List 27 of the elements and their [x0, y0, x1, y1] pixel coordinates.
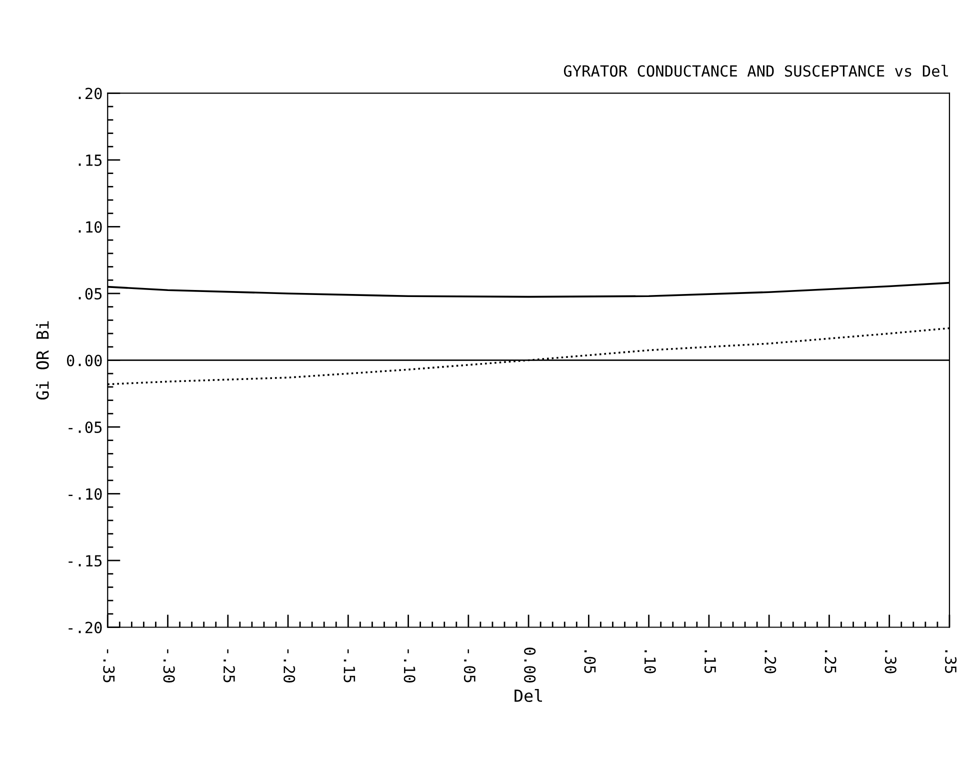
- chart-title: GYRATOR CONDUCTANCE AND SUSCEPTANCE vs Del: [564, 64, 948, 77]
- x-tick-label: .30: [884, 650, 896, 674]
- x-tick-label: .05: [584, 650, 596, 674]
- x-tick-label: 0.00: [524, 648, 536, 682]
- y-axis-title: Gi OR Bi: [36, 321, 49, 400]
- y-tick-label: .05: [78, 288, 102, 300]
- y-tick-label: .20: [78, 88, 102, 100]
- y-tick-label: -.15: [68, 555, 102, 567]
- x-tick-label: -.20: [284, 649, 296, 682]
- x-tick-label: -.05: [464, 649, 476, 682]
- x-tick-label: .35: [944, 650, 957, 674]
- y-tick-label: -.05: [68, 421, 102, 434]
- x-tick-label: .10: [644, 650, 656, 674]
- x-tick-label: .25: [824, 650, 836, 674]
- y-tick-label: 0.00: [66, 354, 102, 366]
- x-tick-label: -.35: [103, 649, 115, 682]
- y-tick-label: -.20: [68, 622, 102, 634]
- x-tick-label: .15: [704, 650, 716, 674]
- x-tick-label: -.30: [163, 649, 175, 682]
- x-tick-label: -.10: [404, 649, 416, 682]
- x-axis-title: Del: [514, 689, 542, 702]
- y-tick-label: -.10: [68, 488, 102, 500]
- y-tick-label: .15: [78, 154, 102, 166]
- x-tick-label: -.15: [344, 649, 356, 682]
- x-tick-label: .20: [764, 650, 776, 674]
- x-tick-label: -.25: [223, 649, 235, 682]
- y-tick-label: .10: [78, 221, 102, 233]
